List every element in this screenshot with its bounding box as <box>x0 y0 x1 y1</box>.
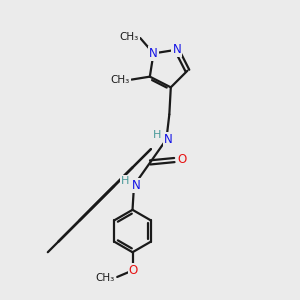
Text: N: N <box>172 43 181 56</box>
Text: H: H <box>153 130 161 140</box>
Text: O: O <box>178 153 187 166</box>
Text: N: N <box>164 133 173 146</box>
Text: CH₃: CH₃ <box>111 75 130 85</box>
Text: N: N <box>132 179 141 192</box>
Text: CH₃: CH₃ <box>119 32 139 43</box>
Text: H: H <box>121 176 129 186</box>
Text: N: N <box>149 47 158 60</box>
Text: CH₃: CH₃ <box>95 273 114 284</box>
Text: O: O <box>128 264 138 277</box>
